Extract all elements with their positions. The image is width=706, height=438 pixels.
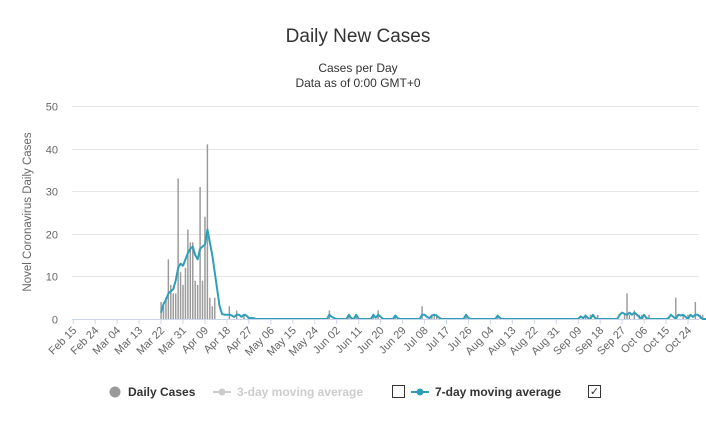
checkbox-3day-average[interactable] [392,385,405,398]
seven-day-average-series [160,228,706,320]
chart-title: Daily New Cases [285,26,431,47]
legend-item-daily-cases[interactable]: Daily Cases [108,381,195,403]
bar-daily-cases[interactable] [209,297,211,319]
bar-daily-cases[interactable] [640,314,643,319]
legend-line-marker-icon [411,388,429,396]
bar-daily-cases[interactable] [628,314,631,319]
bar-daily-cases[interactable] [589,314,592,319]
subtitle-line-1: Cases per Day [318,61,398,75]
bar-daily-cases[interactable] [192,242,194,319]
legend-label-7day-average: 7-day moving average [435,385,562,399]
bar-daily-cases[interactable] [196,284,199,319]
legend-circle-marker-icon [109,386,121,398]
y-tick-label: 40 [46,145,58,157]
bar-daily-cases[interactable] [189,242,192,319]
bar-daily-cases[interactable] [433,314,436,319]
bar-daily-cases[interactable] [694,301,697,319]
y-tick-label: 0 [52,315,58,327]
bar-daily-cases[interactable] [177,178,179,319]
legend-label-3day-average: 3-day moving average [237,385,364,399]
bar-daily-cases[interactable] [228,306,231,319]
y-tick-label: 50 [46,102,58,114]
bar-daily-cases[interactable] [167,259,170,319]
chart-subtitle: Cases per Day Data as of 0:00 GMT+0 [0,61,706,91]
legend-item-3day-average[interactable]: 3-day moving average [212,381,363,403]
bar-daily-cases[interactable] [170,284,172,319]
gridlines [72,106,699,277]
line-7day-average[interactable] [160,228,706,320]
bar-daily-cases[interactable] [633,310,636,319]
bar-daily-cases[interactable] [187,229,189,319]
bar-daily-cases[interactable] [184,267,187,319]
bar-daily-cases[interactable] [204,216,206,319]
bar-daily-cases[interactable] [201,280,204,319]
y-tick-label: 10 [46,272,58,284]
bar-daily-cases[interactable] [243,314,245,319]
checkbox-7day-average[interactable]: ✓ [588,385,601,398]
bar-daily-cases[interactable] [348,314,350,319]
y-tick-label: 30 [46,187,58,199]
bar-daily-cases[interactable] [648,314,650,319]
y-axis-ticks: 0 10 20 30 40 50 [46,102,58,327]
legend-label-daily-cases: Daily Cases [128,385,196,399]
daily-cases-series [160,144,704,319]
bar-daily-cases[interactable] [211,306,214,319]
legend-item-7day-average[interactable]: 7-day moving average [410,381,561,403]
bar-daily-cases[interactable] [162,306,165,319]
bar-daily-cases[interactable] [623,314,626,319]
bar-daily-cases[interactable] [626,293,628,319]
bar-daily-cases[interactable] [172,293,174,319]
bar-daily-cases[interactable] [165,297,167,319]
bar-daily-cases[interactable] [597,314,599,319]
bar-daily-cases[interactable] [421,306,423,319]
y-tick-label: 20 [46,230,58,242]
legend-line-marker-icon [213,388,231,396]
bar-daily-cases[interactable] [194,280,196,319]
bar-daily-cases[interactable] [682,314,684,319]
bar-daily-cases[interactable] [179,272,182,319]
bar-daily-cases[interactable] [174,293,177,319]
y-axis-label: Novel Coronavirus Daily Cases [22,132,34,291]
bar-daily-cases[interactable] [687,314,689,319]
subtitle-line-2: Data as of 0:00 GMT+0 [295,76,421,90]
bar-daily-cases[interactable] [372,314,375,319]
bar-daily-cases[interactable] [701,314,704,319]
bar-daily-cases[interactable] [675,297,677,319]
bar-daily-cases[interactable] [355,314,357,319]
bar-daily-cases[interactable] [182,284,184,319]
bar-daily-cases[interactable] [213,297,216,319]
bar-daily-cases[interactable] [465,314,467,319]
chart-legend: Daily Cases 3-day moving average 7-day m… [0,381,706,403]
